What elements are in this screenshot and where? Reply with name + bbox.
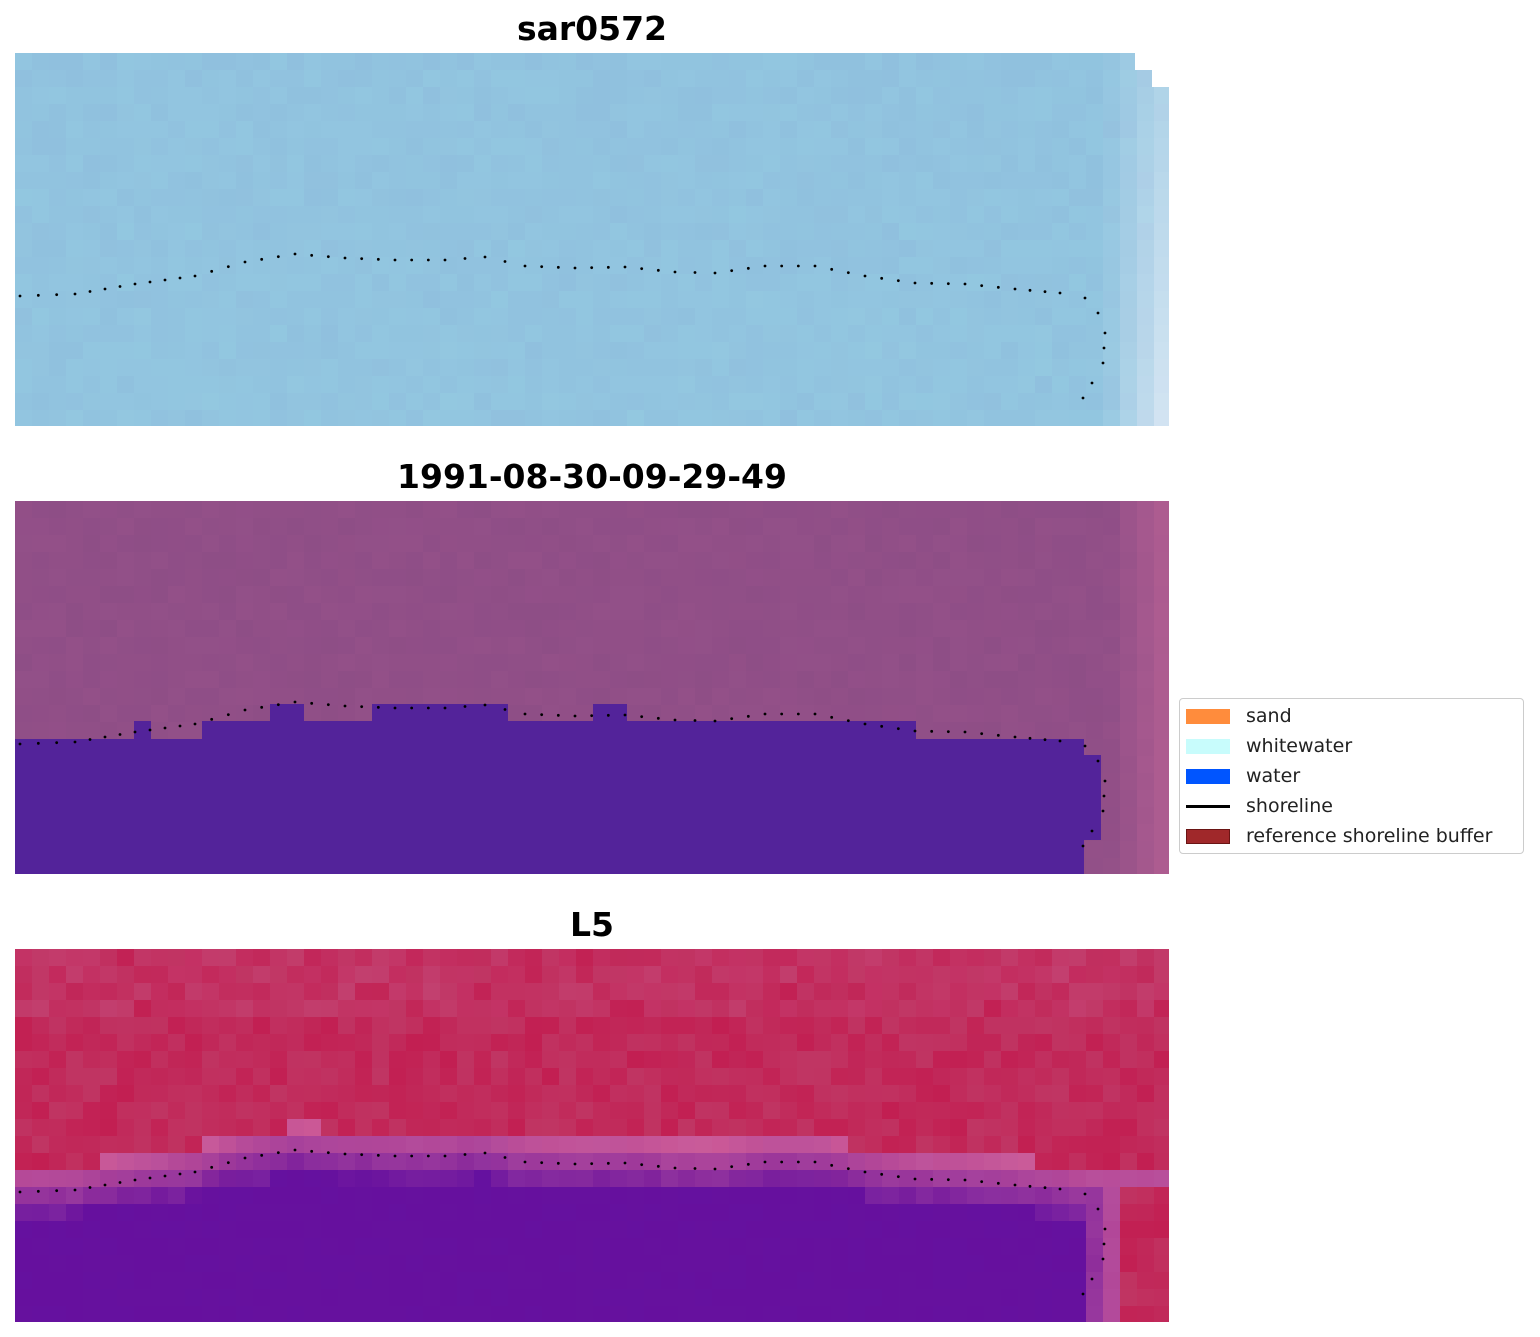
shoreline-dots — [18, 1148, 1107, 1296]
legend-item-sand: sand — [1186, 703, 1292, 729]
panel-title-classified: 1991-08-30-09-29-49 — [397, 457, 787, 496]
legend-item-shoreline: shoreline — [1186, 793, 1333, 819]
legend-swatch-whitewater — [1186, 738, 1230, 754]
legend-label-water: water — [1246, 765, 1301, 787]
legend-swatch-sand — [1186, 708, 1230, 724]
legend-label-whitewater: whitewater — [1246, 735, 1353, 757]
sar-image — [15, 53, 1169, 426]
legend-label-reference-buffer: reference shoreline buffer — [1246, 825, 1493, 847]
legend-item-water: water — [1186, 763, 1300, 789]
legend-item-reference-buffer: reference shoreline buffer — [1186, 823, 1492, 849]
classified-image — [15, 501, 1169, 874]
legend-swatch-reference-buffer — [1186, 828, 1230, 844]
classified-image-panel — [15, 501, 1169, 874]
legend-item-whitewater: whitewater — [1186, 733, 1352, 759]
l5-image-panel — [15, 949, 1169, 1322]
legend-label-sand: sand — [1246, 705, 1292, 727]
legend-label-shoreline: shoreline — [1246, 795, 1333, 817]
legend: sand whitewater water shoreline referenc… — [1179, 698, 1524, 854]
shoreline-dots — [18, 252, 1107, 400]
sar-image-panel — [15, 53, 1169, 426]
panel-title-sar: sar0572 — [516, 9, 668, 48]
shoreline-dots — [18, 700, 1107, 848]
panel-title-l5: L5 — [570, 905, 614, 944]
legend-swatch-water — [1186, 768, 1230, 784]
l5-image — [15, 949, 1169, 1322]
legend-swatch-shoreline — [1186, 799, 1230, 814]
